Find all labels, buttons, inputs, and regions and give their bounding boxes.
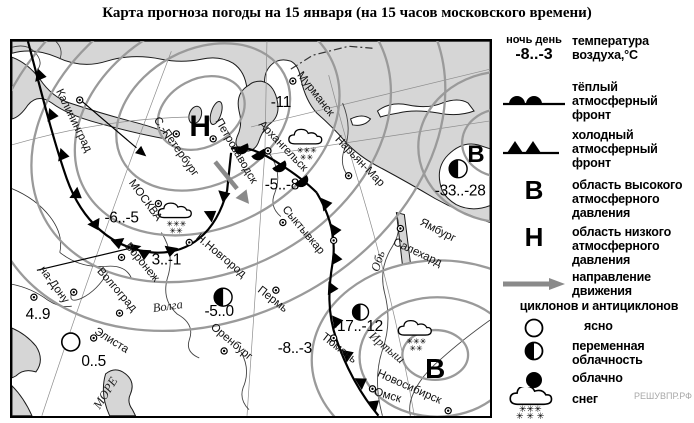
high-pressure-letter: В — [467, 141, 484, 168]
map-legend: ночь день -8..-3 температура воздуха,°С … — [496, 34, 694, 420]
legend-high-label: область высокого атмосферного давления — [572, 178, 683, 220]
river-label-volga: Волга — [152, 297, 184, 315]
temp-voronezh: 3..-1 — [152, 251, 181, 268]
cyclone-direction-arrow — [213, 160, 250, 204]
legend-clear-label: ясно — [584, 319, 613, 333]
city-label-rostov-na-donu: на-Дону — [36, 264, 71, 306]
legend-temp-label: температура воздуха,°С — [572, 34, 649, 62]
cold-front-east — [315, 192, 380, 416]
legend-row-cold-front: холодный атмосферный фронт — [496, 128, 694, 170]
city-label-yamburg: Ямбург — [418, 216, 458, 244]
legend-row-partly: переменная облачность — [496, 339, 694, 368]
partly-cloudy-icon — [213, 287, 233, 307]
city-label-volgograd: Волгоград — [94, 265, 139, 314]
partly-cloudy-icon — [524, 341, 544, 361]
islands — [349, 99, 490, 210]
warm-front — [230, 143, 318, 194]
temp-orenburg: -8..-3 — [278, 340, 312, 357]
warm-front-icon — [503, 96, 565, 106]
watermark: РЕШУВПР.РФ — [634, 391, 692, 401]
rivers — [70, 102, 490, 416]
high-pressure-letter: В — [425, 353, 445, 384]
river-label-ob: Обь — [368, 249, 388, 274]
legend-row-low-pressure: Н область низкого атмосферного давления — [496, 222, 694, 267]
snow-icon: ✳✳✳✳✳ — [157, 202, 192, 235]
legend-warm-front-label: тёплый атмосферный фронт — [572, 80, 658, 122]
snow-icon: ✳✳✳ ✳ ✳ ✳ — [509, 387, 553, 419]
temp-elista: 0..5 — [81, 353, 106, 370]
coastlines-borders — [12, 41, 373, 307]
legend-direction-line2: циклонов и антициклонов — [519, 299, 679, 313]
legend-row-cloudy: облачно — [496, 369, 694, 391]
legend-row-warm-front: тёплый атмосферный фронт — [496, 80, 694, 122]
svg-text:✳ ✳ ✳: ✳ ✳ ✳ — [516, 412, 545, 419]
clear-icon — [524, 318, 544, 338]
city-label-kaliningrad: Калининград — [53, 87, 94, 154]
thin-arrows — [36, 100, 147, 271]
weather-map: ✳✳✳ ✳✳ ✳✳✳ ✳✳ ✳✳✳ ✳✳ Н — [10, 39, 492, 418]
legend-temp-sample: -8..-3 — [515, 46, 553, 63]
legend-row-clear: ясно — [496, 316, 694, 340]
svg-text:✳✳: ✳✳ — [300, 153, 314, 162]
cloudy-icon — [526, 372, 542, 388]
city-label-tyumen: Тюмень — [319, 331, 359, 366]
low-pressure-letter: Н — [189, 110, 211, 143]
legend-high-letter: В — [524, 175, 544, 205]
legend-night-day: ночь день — [506, 34, 562, 46]
legend-low-label: область низкого атмосферного давления — [572, 225, 672, 267]
legend-row-temperature: ночь день -8..-3 температура воздуха,°С — [496, 34, 694, 64]
city-label-orenburg: Оренбург — [208, 321, 254, 363]
legend-low-letter: Н — [524, 222, 544, 252]
snow-icon: ✳✳✳✳✳ — [397, 319, 432, 353]
svg-text:✳✳: ✳✳ — [409, 344, 423, 353]
isobars — [12, 41, 490, 416]
city-markers — [30, 77, 452, 415]
svg-text:✳✳✳: ✳✳✳ — [166, 220, 186, 229]
svg-text:✳✳✳: ✳✳✳ — [406, 337, 426, 346]
svg-text:✳✳✳: ✳✳✳ — [519, 405, 542, 415]
legend-direction-line1: направление движения — [572, 270, 651, 298]
legend-row-direction: направление движения циклонов и антицикл… — [496, 270, 694, 313]
partly-cloudy-icon — [351, 303, 370, 321]
page-title: Карта прогноза погоды на 15 января (на 1… — [102, 5, 592, 21]
legend-snow-label: снег — [572, 392, 598, 406]
clear-icon — [60, 332, 81, 352]
legend-row-high-pressure: В область высокого атмосферного давления — [496, 175, 694, 220]
partly-cloudy-icon — [448, 159, 468, 179]
city-label-nnovgorod: Н.Новгород — [193, 232, 248, 281]
temp-murmansk: -11 — [271, 94, 291, 111]
svg-text:✳✳✳: ✳✳✳ — [297, 146, 317, 155]
legend-partly-label: переменная облачность — [572, 339, 645, 367]
cold-front-icon — [503, 141, 559, 155]
legend-row-snow: ✳✳✳ ✳ ✳ ✳ снег — [496, 387, 694, 419]
temp-moscow: -6..-5 — [104, 210, 138, 227]
city-label-elista: Элиста — [92, 325, 131, 356]
temp-rostov: 4..9 — [26, 306, 51, 323]
temp-arkhangelsk: -5..-8 — [265, 177, 299, 194]
direction-arrow-icon — [503, 278, 565, 290]
legend-cold-front-label: холодный атмосферный фронт — [572, 128, 658, 170]
temp-perm: -5..0 — [204, 303, 233, 320]
svg-text:✳✳: ✳✳ — [169, 226, 183, 235]
temp-tyumen: -17..-12 — [332, 318, 383, 335]
legend-cloudy-label: облачно — [572, 371, 623, 385]
snow-icon: ✳✳✳✳✳ — [288, 128, 323, 162]
temp-north: -33..-28 — [435, 183, 486, 200]
cold-front-west — [26, 41, 233, 261]
temperature-labels: -11 -5..-8 -6..-5 3..-1 -5..0 -8..-3 -17… — [26, 94, 486, 370]
